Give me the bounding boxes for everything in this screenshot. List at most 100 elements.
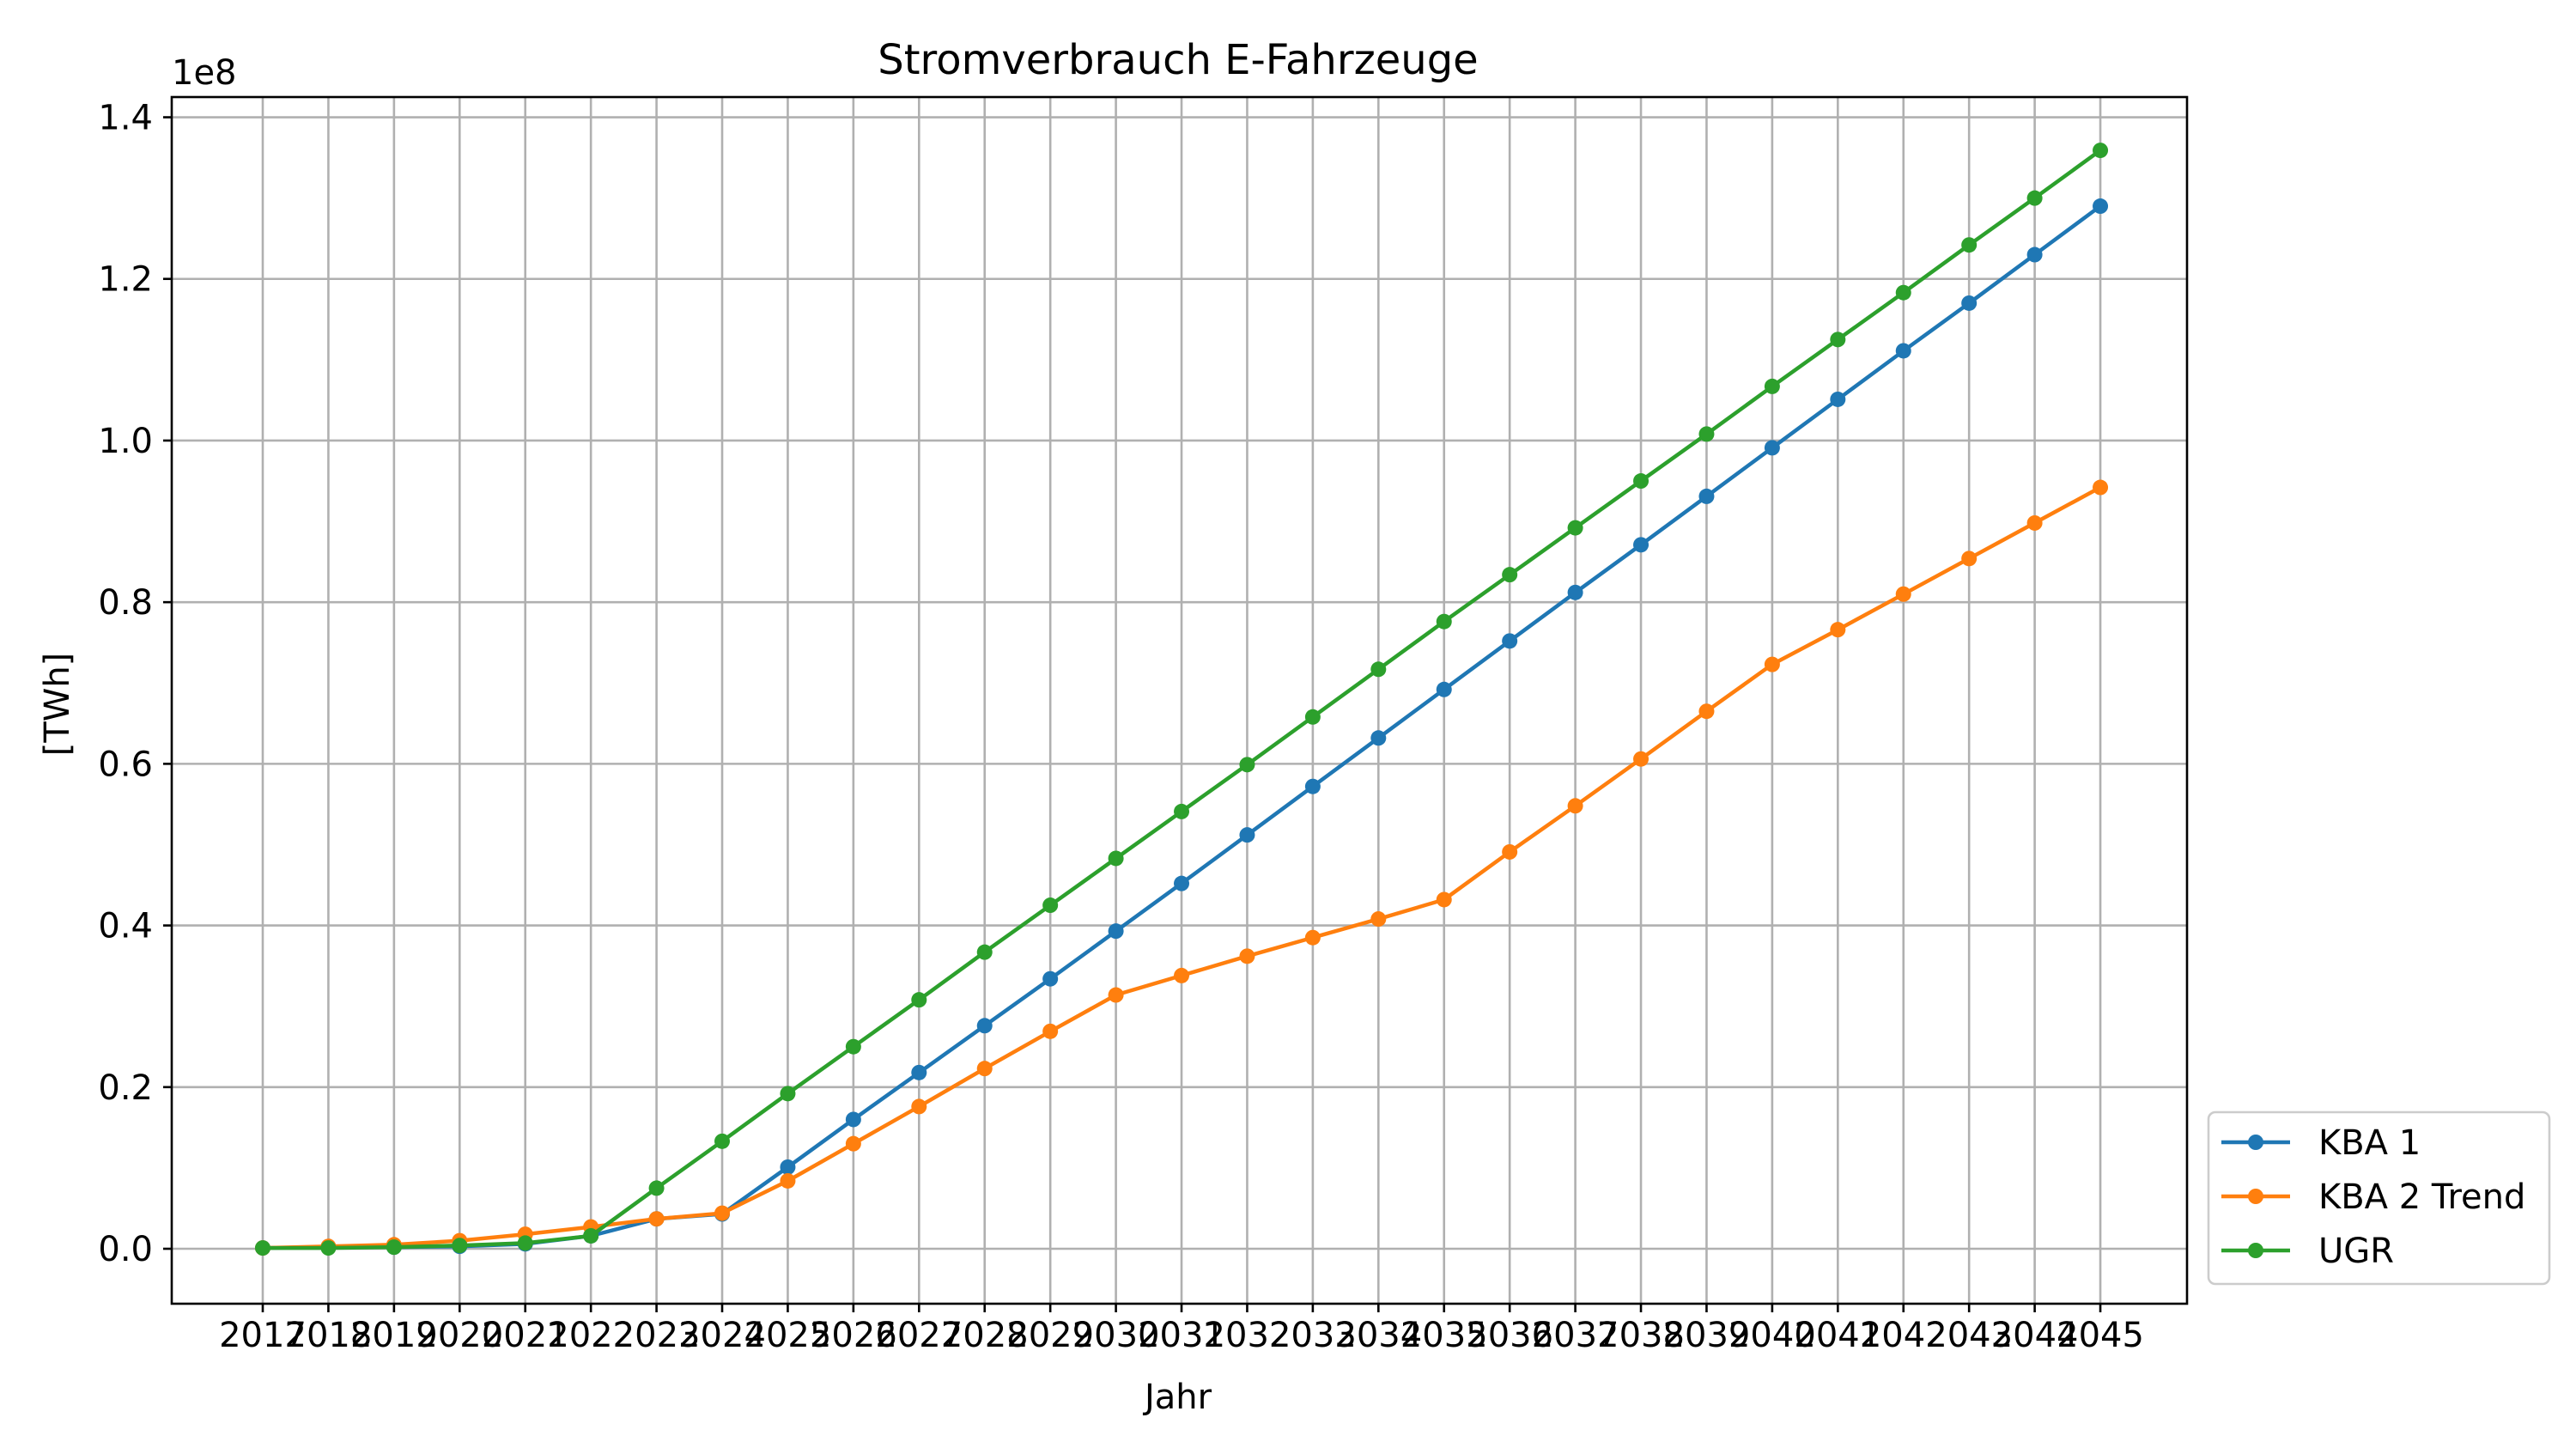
data-point — [1174, 967, 1190, 983]
data-point — [1567, 520, 1583, 536]
x-gridlines — [261, 97, 2102, 1304]
data-point — [1567, 584, 1583, 600]
x-tick-label: 2043 — [1925, 1316, 2013, 1355]
data-point — [1304, 778, 1321, 794]
x-tick-label: 2020 — [416, 1316, 503, 1355]
y-tick-label: 0.8 — [98, 583, 153, 623]
data-point — [1304, 709, 1321, 725]
data-point — [976, 944, 993, 960]
legend-label: KBA 2 Trend — [2318, 1177, 2525, 1217]
data-point — [2093, 198, 2109, 215]
data-point — [1961, 295, 1978, 311]
x-tick-label: 2023 — [613, 1316, 701, 1355]
x-tick-label: 2029 — [1006, 1316, 1094, 1355]
legend-item: KBA 1 — [2221, 1123, 2421, 1163]
legend-marker — [2248, 1135, 2263, 1150]
data-point — [1830, 622, 1846, 638]
y-tick-label: 0.6 — [98, 745, 153, 784]
data-point — [1567, 798, 1583, 814]
data-point — [320, 1240, 337, 1256]
series-kba-2-trend — [255, 479, 2109, 1256]
legend-label: KBA 1 — [2318, 1123, 2421, 1163]
data-point — [517, 1235, 533, 1251]
x-tick-label: 2042 — [1860, 1316, 1947, 1355]
data-point — [976, 1061, 993, 1077]
data-point — [386, 1239, 402, 1256]
data-point — [1239, 827, 1255, 843]
data-point — [780, 1159, 796, 1175]
data-point — [1370, 730, 1387, 746]
legend-marker — [2248, 1243, 2263, 1258]
x-tick-label: 2036 — [1466, 1316, 1553, 1355]
data-point — [1174, 875, 1190, 891]
x-tick-label: 2027 — [875, 1316, 963, 1355]
x-tick-label: 2038 — [1597, 1316, 1685, 1355]
data-point — [976, 1018, 993, 1034]
x-tick-label: 2031 — [1138, 1316, 1225, 1355]
data-point — [2026, 514, 2043, 531]
series-ugr — [255, 143, 2109, 1256]
x-tick-label: 2037 — [1532, 1316, 1619, 1355]
legend-item: KBA 2 Trend — [2221, 1177, 2525, 1217]
data-point — [1436, 613, 1452, 630]
y-tick-label: 0.0 — [98, 1230, 153, 1269]
x-tick-label: 2034 — [1334, 1316, 1422, 1355]
data-point — [1042, 897, 1059, 914]
data-point — [1633, 537, 1649, 553]
x-tick-label: 2026 — [810, 1316, 897, 1355]
x-tick-label: 2025 — [744, 1316, 832, 1355]
y-axis-title: [TWh] — [38, 653, 77, 757]
x-tick-label: 2044 — [1991, 1316, 2079, 1355]
data-point — [1961, 237, 1978, 253]
data-point — [648, 1211, 665, 1227]
data-point — [1304, 929, 1321, 946]
data-point — [1502, 567, 1518, 583]
data-point — [1830, 391, 1846, 407]
data-point — [1174, 803, 1190, 819]
data-point — [1436, 681, 1452, 697]
y-tick-label: 1.0 — [98, 422, 153, 461]
data-point — [1239, 757, 1255, 773]
data-point — [845, 1038, 861, 1055]
data-point — [845, 1135, 861, 1152]
data-point — [1436, 891, 1452, 908]
data-point — [1830, 332, 1846, 348]
data-point — [1698, 488, 1715, 504]
data-point — [1502, 843, 1518, 860]
data-point — [1042, 970, 1059, 987]
legend: KBA 1 KBA 2 Trend UGR — [2207, 1110, 2551, 1286]
data-point — [1895, 586, 1911, 602]
data-point — [2093, 143, 2109, 159]
x-tick-label: 2022 — [547, 1316, 635, 1355]
legend-label: UGR — [2318, 1232, 2394, 1271]
x-tick-label: 2041 — [1794, 1316, 1881, 1355]
data-point — [1895, 343, 1911, 359]
x-tick-label: 2033 — [1269, 1316, 1357, 1355]
data-point — [2026, 190, 2043, 206]
legend-item: UGR — [2221, 1232, 2394, 1271]
x-tick-label: 2032 — [1204, 1316, 1291, 1355]
data-point — [2026, 246, 2043, 263]
y-tick-label: 0.4 — [98, 907, 153, 946]
data-point — [845, 1111, 861, 1128]
data-point — [255, 1240, 270, 1256]
series-layer — [255, 143, 2109, 1256]
data-point — [911, 1098, 927, 1115]
x-tick-label: 2021 — [482, 1316, 569, 1355]
x-tick-label: 2035 — [1400, 1316, 1488, 1355]
data-point — [1502, 633, 1518, 649]
y-tick-label: 1.4 — [98, 99, 153, 138]
x-tick-label: 2017 — [219, 1316, 307, 1355]
data-point — [1108, 923, 1124, 940]
data-point — [911, 1064, 927, 1080]
data-point — [1108, 850, 1124, 867]
x-tick-label: 2039 — [1663, 1316, 1751, 1355]
chart-title: Stromverbrauch E-Fahrzeuge — [878, 36, 1478, 84]
data-point — [1764, 656, 1780, 672]
data-point — [1764, 440, 1780, 456]
data-point — [1239, 948, 1255, 964]
x-tick-label: 2040 — [1728, 1316, 1816, 1355]
y-tick-label: 0.2 — [98, 1068, 153, 1108]
